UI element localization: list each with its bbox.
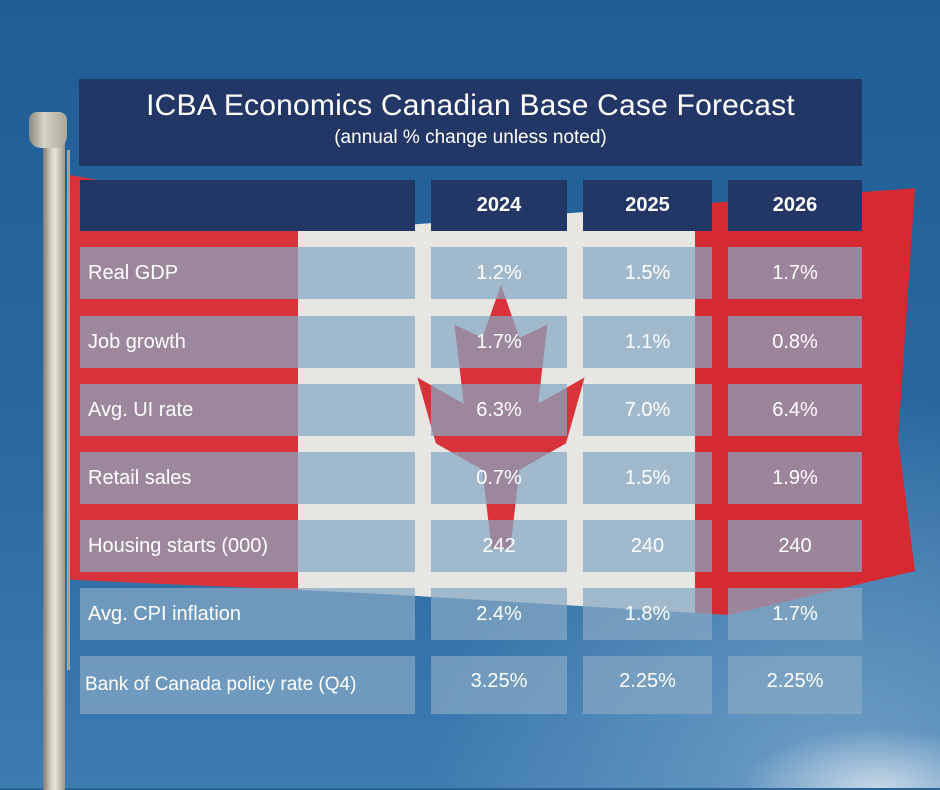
row-label: Job growth xyxy=(80,316,415,368)
header-blank-cell xyxy=(80,180,415,231)
table-cell: 1.8% xyxy=(583,588,712,640)
table-cell: 1.5% xyxy=(583,452,712,504)
table-cell: 1.5% xyxy=(583,247,712,299)
row-label: Retail sales xyxy=(80,452,415,504)
row-label: Housing starts (000) xyxy=(80,520,415,572)
table-cell: 1.7% xyxy=(728,247,862,299)
table-cell: 1.7% xyxy=(431,316,567,368)
column-header-2026: 2026 xyxy=(728,180,862,231)
table-cell: 0.8% xyxy=(728,316,862,368)
table-cell: 242 xyxy=(431,520,567,572)
flagpole-cap xyxy=(29,112,67,148)
table-cell: 1.9% xyxy=(728,452,862,504)
row-label: Real GDP xyxy=(80,247,415,299)
table-cell: 2.4% xyxy=(431,588,567,640)
table-cell: 0.7% xyxy=(431,452,567,504)
table-cell: 7.0% xyxy=(583,384,712,436)
cloud xyxy=(740,728,940,788)
title-banner: ICBA Economics Canadian Base Case Foreca… xyxy=(79,79,862,166)
column-header-2024: 2024 xyxy=(431,180,567,231)
table-cell: 6.3% xyxy=(431,384,567,436)
column-header-2025: 2025 xyxy=(583,180,712,231)
flagpole xyxy=(43,140,65,790)
table-cell: 2.25% xyxy=(728,656,862,714)
row-label: Bank of Canada policy rate (Q4) xyxy=(80,656,415,714)
row-label: Avg. CPI inflation xyxy=(80,588,415,640)
flag-rope xyxy=(67,150,70,670)
page-subtitle: (annual % change unless noted) xyxy=(334,127,607,148)
table-cell: 240 xyxy=(583,520,712,572)
page-title: ICBA Economics Canadian Base Case Foreca… xyxy=(146,89,795,122)
table-cell: 240 xyxy=(728,520,862,572)
table-cell: 1.7% xyxy=(728,588,862,640)
table-cell: 1.2% xyxy=(431,247,567,299)
table-cell: 6.4% xyxy=(728,384,862,436)
table-cell: 2.25% xyxy=(583,656,712,714)
row-label: Avg. UI rate xyxy=(80,384,415,436)
table-cell: 1.1% xyxy=(583,316,712,368)
table-cell: 3.25% xyxy=(431,656,567,714)
